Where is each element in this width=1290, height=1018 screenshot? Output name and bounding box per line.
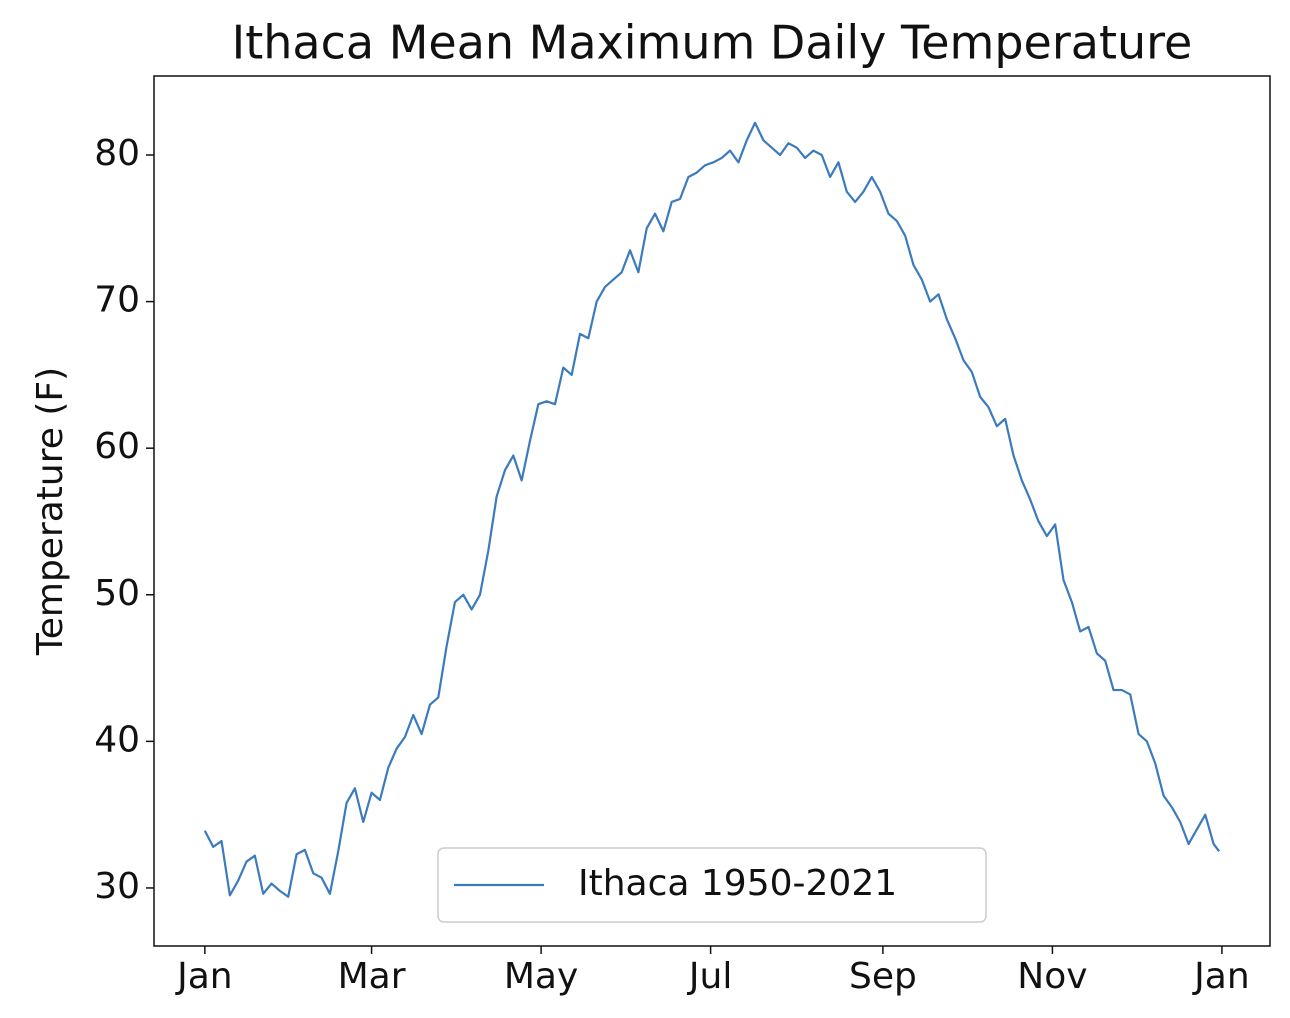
y-tick-label: 70 <box>94 280 140 321</box>
y-tick-label: 80 <box>94 133 140 174</box>
legend-box <box>437 847 987 923</box>
x-tick-label: Jan <box>1192 956 1250 997</box>
y-tick-label: 30 <box>94 866 140 907</box>
y-tick-label: 60 <box>94 426 140 467</box>
series-line <box>203 121 1221 898</box>
x-tick-label: Sep <box>849 956 917 997</box>
x-tick-label: Nov <box>1017 956 1087 997</box>
y-tick-label: 40 <box>94 719 140 760</box>
y-tick-label: 50 <box>94 573 140 614</box>
plot-frame <box>153 75 1271 947</box>
y-axis-label: Temperature (F) <box>30 367 71 656</box>
legend-label: Ithaca 1950-2021 <box>578 863 897 904</box>
x-tick-label: Jan <box>175 956 233 997</box>
chart-title: Ithaca Mean Maximum Daily Temperature <box>232 16 1193 70</box>
x-tick-label: Jul <box>687 956 732 997</box>
x-tick-label: May <box>504 956 578 997</box>
x-tick-label: Mar <box>338 956 406 997</box>
